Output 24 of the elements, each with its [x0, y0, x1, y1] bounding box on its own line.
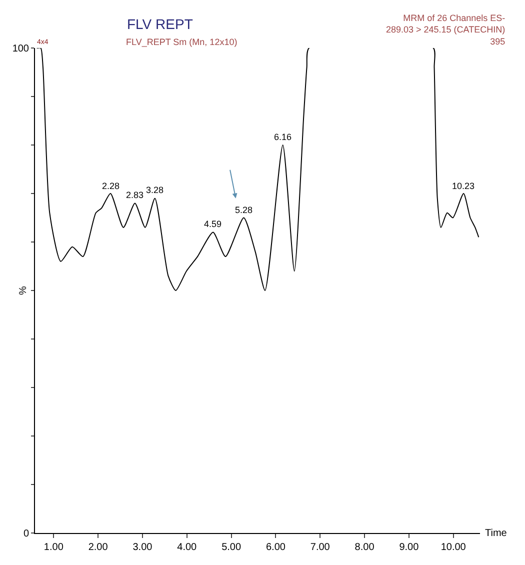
- x-tick-label: 1.00: [44, 542, 64, 553]
- x-tick-label: 6.00: [266, 542, 286, 553]
- x-axis-title: Time: [485, 528, 508, 539]
- y-tick-label: 100: [12, 44, 30, 54]
- annotation: 4.59: [204, 219, 222, 229]
- annotation: 5.28: [235, 205, 253, 215]
- x-tick-label: 7.00: [310, 542, 330, 553]
- annotation: 2.28: [102, 181, 120, 191]
- annotation: 2.83: [126, 190, 144, 200]
- annotation: 3.28: [146, 185, 164, 195]
- annotation: 6.16: [274, 132, 292, 142]
- x-tick-label: 3.00: [132, 542, 153, 553]
- x-tick-label: 5.00: [222, 542, 242, 553]
- y-tick-label: 0: [23, 528, 30, 540]
- x-tick-label: 10.00: [440, 542, 466, 553]
- chart-title: FLV REPT: [127, 16, 194, 32]
- x-tick-label: 9.00: [399, 542, 420, 553]
- x-tick-label: 8.00: [354, 542, 375, 553]
- x-tick-label: 4.00: [177, 542, 198, 553]
- chart-subtitle: FLV_REPT Sm (Mn, 12x10): [126, 37, 238, 47]
- text: MRM of 26 Channels ES- 289.03 > 245.15 (CATECHIN) 395: [386, 13, 506, 46]
- x-tick-label: 2.00: [88, 542, 108, 553]
- annotation: 10.23: [452, 181, 475, 191]
- y-axis-title: %: [18, 286, 29, 295]
